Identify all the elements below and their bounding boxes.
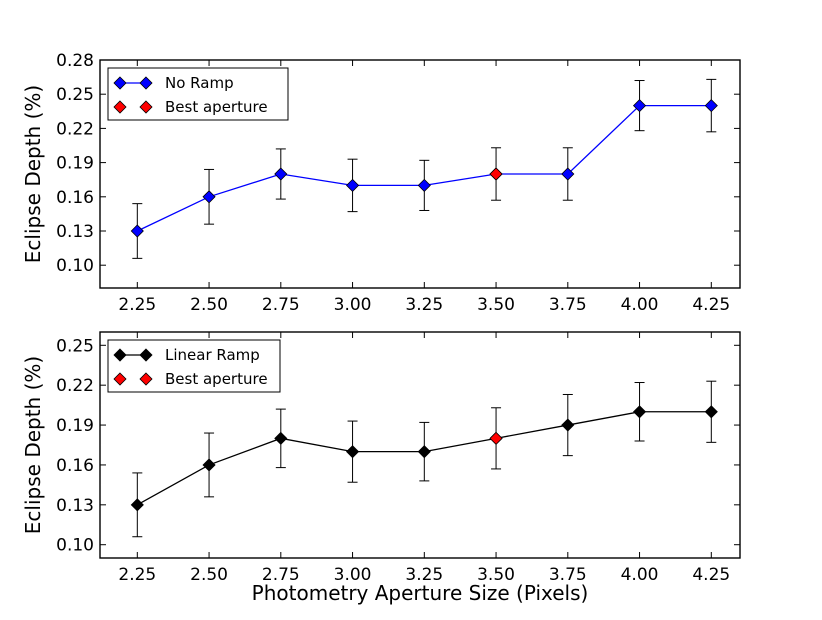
top-panel: 2.25 2.50 2.75 3.00 3.25 3.50 3.75 4.00 4.25 0.10… bbox=[21, 51, 741, 315]
legend-marker bbox=[139, 76, 153, 90]
x-tick-label: 4.00 bbox=[621, 295, 659, 315]
legend-marker bbox=[113, 76, 127, 90]
data-point bbox=[274, 431, 288, 445]
legend-marker bbox=[113, 348, 127, 362]
x-tick-label: 3.00 bbox=[334, 295, 372, 315]
legend-label: No Ramp bbox=[165, 74, 234, 92]
x-tick-label: 2.50 bbox=[190, 295, 228, 315]
data-point bbox=[345, 178, 360, 192]
data-point bbox=[561, 167, 575, 181]
x-tick-label: 2.75 bbox=[262, 295, 300, 315]
plot-frame bbox=[99, 331, 741, 559]
data-point bbox=[345, 445, 360, 459]
x-tick-label: 2.50 bbox=[190, 565, 228, 585]
best-aperture-point bbox=[489, 167, 503, 181]
data-point bbox=[130, 224, 144, 238]
y-tick-label: 0.13 bbox=[56, 222, 94, 242]
data-point bbox=[274, 167, 288, 181]
data-point bbox=[417, 445, 431, 459]
x-tick-label: 2.25 bbox=[118, 565, 156, 585]
data-point bbox=[561, 418, 575, 432]
x-tick-label: 3.50 bbox=[477, 565, 515, 585]
bottom-panel: 2.25 2.50 2.75 3.00 3.25 3.50 3.75 4.00 4.25 0.10… bbox=[21, 331, 741, 585]
x-tick-label: 3.25 bbox=[405, 295, 443, 315]
plot-frame bbox=[99, 59, 741, 289]
legend-box bbox=[107, 67, 289, 121]
data-point bbox=[632, 99, 647, 113]
y-axis-label: Eclipse Depth (%) bbox=[21, 85, 45, 263]
data-point bbox=[202, 458, 216, 472]
legend-label: Best aperture bbox=[165, 370, 268, 388]
data-point bbox=[130, 498, 144, 512]
x-tick-label: 3.75 bbox=[549, 565, 587, 585]
y-tick-label: 0.25 bbox=[56, 336, 94, 356]
x-tick-label: 3.50 bbox=[477, 295, 515, 315]
data-point bbox=[202, 190, 216, 204]
legend-marker bbox=[139, 372, 153, 386]
legend-marker bbox=[139, 348, 153, 362]
best-aperture-point bbox=[489, 431, 503, 445]
x-tick-label: 2.75 bbox=[262, 565, 300, 585]
x-tick-label: 4.00 bbox=[621, 565, 659, 585]
y-tick-label: 0.25 bbox=[56, 85, 94, 105]
x-tick-label: 4.25 bbox=[692, 295, 730, 315]
legend-label: Linear Ramp bbox=[165, 346, 260, 364]
x-axis-label: Photometry Aperture Size (Pixels) bbox=[252, 581, 589, 605]
y-tick-label: 0.19 bbox=[56, 154, 94, 174]
y-tick-label: 0.19 bbox=[56, 416, 94, 436]
y-tick-label: 0.10 bbox=[56, 256, 94, 276]
data-point bbox=[632, 405, 647, 419]
y-tick-label: 0.16 bbox=[56, 456, 94, 476]
y-tick-label: 0.22 bbox=[56, 376, 94, 396]
legend-box bbox=[107, 339, 281, 393]
x-tick-label: 3.75 bbox=[549, 295, 587, 315]
x-tick-label: 2.25 bbox=[118, 295, 156, 315]
y-tick-label: 0.28 bbox=[56, 51, 94, 71]
x-tick-label: 3.25 bbox=[405, 565, 443, 585]
y-tick-label: 0.10 bbox=[56, 536, 94, 556]
x-tick-label: 4.25 bbox=[692, 565, 730, 585]
legend-marker bbox=[139, 100, 153, 114]
data-point bbox=[704, 405, 718, 419]
data-point bbox=[417, 178, 431, 192]
legend-marker bbox=[113, 372, 127, 386]
y-axis-label: Eclipse Depth (%) bbox=[21, 356, 45, 534]
legend-marker bbox=[113, 100, 127, 114]
y-tick-label: 0.13 bbox=[56, 496, 94, 516]
y-tick-label: 0.16 bbox=[56, 188, 94, 208]
y-tick-label: 0.22 bbox=[56, 119, 94, 139]
legend-label: Best aperture bbox=[165, 98, 268, 116]
x-tick-label: 3.00 bbox=[334, 565, 372, 585]
data-point bbox=[704, 99, 718, 113]
